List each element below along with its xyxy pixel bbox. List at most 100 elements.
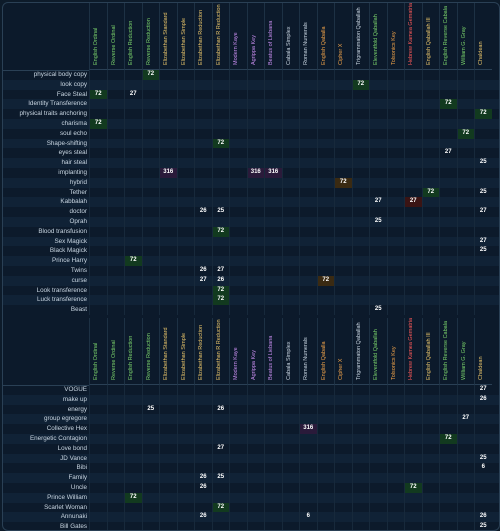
table-cell[interactable] [474, 305, 492, 315]
column-header[interactable]: Elizabethan R Reduction [211, 318, 229, 385]
table-cell[interactable] [281, 463, 300, 474]
table-cell[interactable] [299, 266, 317, 276]
table-cell[interactable] [141, 473, 160, 483]
table-cell[interactable] [334, 119, 352, 129]
table-cell[interactable] [141, 522, 160, 530]
table-cell[interactable] [421, 119, 440, 129]
row-label[interactable]: Scarlet Woman [44, 503, 87, 511]
table-cell[interactable] [264, 158, 282, 168]
table-cell[interactable] [456, 502, 475, 513]
table-cell[interactable] [159, 197, 177, 208]
table-cell[interactable] [229, 119, 247, 129]
row-label[interactable]: Identity Transference [28, 100, 87, 108]
table-cell[interactable] [474, 424, 492, 434]
table-cell[interactable] [194, 128, 212, 139]
column-header[interactable]: English Ordinal [89, 318, 107, 385]
table-cell[interactable] [474, 434, 492, 444]
row-label[interactable]: Love bond [57, 444, 87, 452]
table-cell[interactable] [369, 138, 387, 149]
table-cell[interactable] [229, 187, 247, 198]
table-cell[interactable] [194, 453, 212, 464]
table-cell[interactable] [106, 414, 125, 425]
table-cell[interactable] [316, 256, 335, 266]
table-cell[interactable] [176, 89, 195, 100]
table-cell[interactable]: 25 [474, 246, 492, 257]
table-cell[interactable] [106, 394, 125, 405]
table-cell[interactable] [264, 434, 282, 444]
row-label[interactable]: Prince William [47, 493, 87, 501]
table-cell[interactable] [334, 197, 352, 208]
table-cell[interactable] [474, 70, 492, 80]
table-cell[interactable] [124, 187, 142, 198]
table-cell[interactable] [316, 128, 335, 139]
table-cell[interactable] [439, 473, 457, 483]
table-cell[interactable]: 72 [89, 119, 107, 129]
table-cell[interactable] [456, 295, 475, 306]
table-cell[interactable]: 26 [194, 266, 212, 276]
table-cell[interactable] [176, 119, 195, 129]
table-cell[interactable] [281, 522, 300, 530]
table-cell[interactable] [106, 187, 125, 198]
table-cell[interactable] [421, 207, 440, 217]
table-cell[interactable] [474, 226, 492, 237]
table-cell[interactable] [474, 275, 492, 286]
row-label[interactable]: Beast [70, 306, 87, 314]
table-cell[interactable] [194, 177, 212, 188]
table-cell[interactable] [334, 483, 352, 493]
table-cell[interactable] [474, 473, 492, 483]
table-cell[interactable] [421, 434, 440, 444]
table-cell[interactable] [229, 89, 247, 100]
table-cell[interactable]: 72 [211, 285, 229, 296]
table-cell[interactable] [351, 285, 370, 296]
table-cell[interactable] [351, 295, 370, 306]
table-cell[interactable]: 6 [474, 463, 492, 474]
table-cell[interactable] [194, 502, 212, 513]
table-cell[interactable] [229, 207, 247, 217]
table-cell[interactable] [106, 109, 125, 119]
table-cell[interactable] [281, 443, 300, 454]
table-cell[interactable] [369, 483, 387, 493]
table-cell[interactable] [281, 424, 300, 434]
table-cell[interactable] [124, 483, 142, 493]
table-cell[interactable] [246, 305, 265, 315]
table-cell[interactable] [386, 226, 405, 237]
column-header[interactable]: Beatus of Liebana [264, 318, 282, 385]
table-cell[interactable] [386, 236, 405, 247]
row-label[interactable]: implanting [58, 169, 87, 176]
table-cell[interactable] [176, 443, 195, 454]
table-cell[interactable] [264, 473, 282, 483]
table-cell[interactable]: 27 [474, 207, 492, 217]
table-cell[interactable] [404, 99, 422, 110]
table-cell[interactable] [229, 217, 247, 227]
table-cell[interactable] [246, 148, 265, 159]
table-cell[interactable] [439, 285, 457, 296]
table-cell[interactable] [229, 414, 247, 425]
table-cell[interactable] [159, 492, 177, 503]
table-cell[interactable]: 72 [124, 492, 142, 503]
table-cell[interactable] [404, 177, 422, 188]
table-cell[interactable] [421, 89, 440, 100]
table-cell[interactable] [421, 266, 440, 276]
table-cell[interactable] [124, 158, 142, 168]
table-cell[interactable] [456, 483, 475, 493]
row-label[interactable]: charisma [61, 120, 87, 127]
table-cell[interactable]: 25 [474, 522, 492, 530]
table-cell[interactable] [159, 483, 177, 493]
table-cell[interactable] [246, 217, 265, 227]
table-cell[interactable] [141, 109, 160, 119]
table-cell[interactable] [386, 217, 405, 227]
column-header[interactable]: English Reduction [124, 3, 142, 70]
table-cell[interactable] [299, 89, 317, 100]
row-label[interactable]: Blood transfusion [38, 227, 87, 235]
table-cell[interactable] [246, 453, 265, 464]
table-cell[interactable] [229, 128, 247, 139]
table-cell[interactable] [124, 453, 142, 464]
table-cell[interactable] [106, 79, 125, 90]
table-cell[interactable] [404, 394, 422, 405]
table-cell[interactable] [141, 483, 160, 493]
table-cell[interactable] [124, 79, 142, 90]
table-cell[interactable] [124, 236, 142, 247]
table-cell[interactable] [194, 385, 212, 395]
table-cell[interactable] [281, 177, 300, 188]
table-cell[interactable] [369, 522, 387, 530]
